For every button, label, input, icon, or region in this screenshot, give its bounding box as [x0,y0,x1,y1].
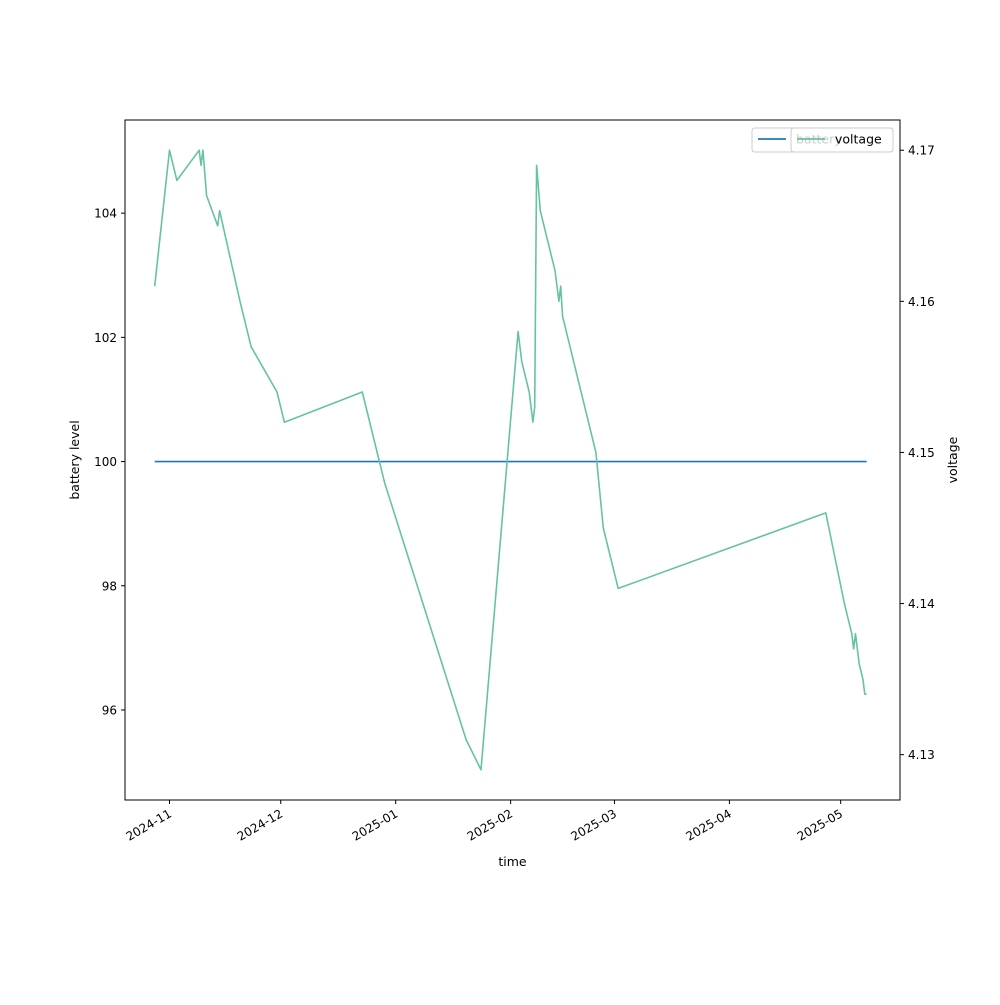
x-tick-label: 2025-02 [465,806,515,843]
x-tick-label: 2025-05 [795,806,845,843]
y-left-tick-label: 100 [94,455,117,469]
y-left-tick-label: 96 [102,703,117,717]
y-left-tick-label: 98 [102,579,117,593]
y-right-tick-label: 4.16 [908,295,935,309]
legend-label: voltage [835,132,882,147]
legend-voltage[interactable]: voltage [790,127,894,153]
legend-box [790,127,894,153]
x-tick-label: 2024-11 [124,806,174,843]
y-axis-left-label: battery level [67,420,82,499]
y-right-tick-label: 4.14 [908,597,935,611]
y-axis-right-label: voltage [945,436,960,483]
x-tick-label: 2024-12 [235,806,285,843]
axes-layer: 2024-11 2024-12 2025-01 2025-02 2025-03 2025-… [94,144,935,844]
x-tick-label: 2025-04 [684,806,734,843]
y-left-tick-label: 104 [94,207,117,221]
y-right-tick-label: 4.13 [908,748,935,762]
plot-frame [124,119,901,801]
x-tick-label: 2025-01 [350,806,400,843]
y-left-tick-label: 102 [94,331,117,345]
x-tick-label: 2025-03 [569,806,619,843]
y-right-tick-label: 4.15 [908,446,935,460]
y-right-tick-label: 4.17 [908,144,935,158]
legend-layer[interactable]: batteryvoltage [751,127,894,153]
plot-lines-layer [153,149,867,771]
x-axis-label: time [498,854,527,869]
series-line-voltage [153,149,867,771]
